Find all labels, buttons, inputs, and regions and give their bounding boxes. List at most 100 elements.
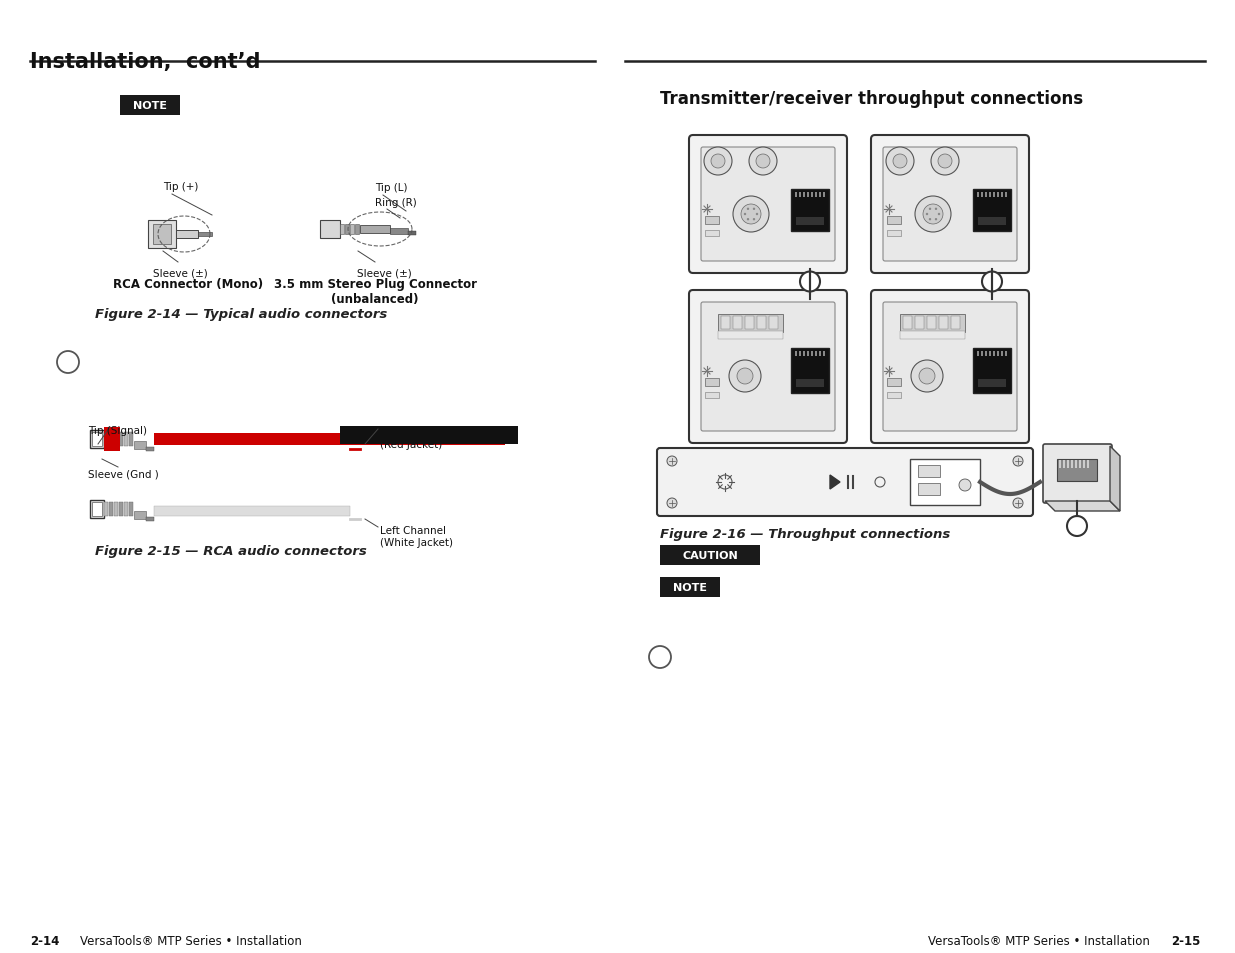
Circle shape xyxy=(756,213,758,216)
Bar xyxy=(705,216,719,225)
Circle shape xyxy=(937,213,940,216)
Bar xyxy=(997,352,999,356)
Bar xyxy=(390,229,408,234)
Bar xyxy=(114,502,119,517)
Bar xyxy=(1002,193,1003,198)
Bar xyxy=(1071,460,1073,469)
FancyBboxPatch shape xyxy=(883,303,1016,432)
Bar xyxy=(1087,460,1089,469)
Circle shape xyxy=(1013,456,1023,467)
Bar xyxy=(973,349,1011,394)
Circle shape xyxy=(743,213,746,216)
Circle shape xyxy=(931,148,960,175)
Bar xyxy=(887,393,902,398)
Bar xyxy=(718,332,783,339)
Text: Sleeve (±): Sleeve (±) xyxy=(153,268,207,277)
Text: Figure 2-14 — Typical audio connectors: Figure 2-14 — Typical audio connectors xyxy=(95,308,388,320)
FancyBboxPatch shape xyxy=(689,136,847,274)
Bar xyxy=(790,349,829,394)
Bar xyxy=(823,352,825,356)
Bar xyxy=(910,459,981,505)
Bar xyxy=(350,225,354,234)
Text: NOTE: NOTE xyxy=(133,101,167,111)
Bar xyxy=(1058,460,1061,469)
Bar xyxy=(345,225,350,234)
Bar xyxy=(359,226,390,233)
Circle shape xyxy=(1013,498,1023,509)
Bar xyxy=(124,433,128,447)
Circle shape xyxy=(935,219,937,221)
Bar xyxy=(91,502,103,517)
Bar xyxy=(1067,460,1070,469)
Bar xyxy=(745,316,755,330)
FancyBboxPatch shape xyxy=(701,148,835,262)
Bar xyxy=(90,500,104,518)
Bar xyxy=(927,316,936,330)
Bar xyxy=(718,314,783,333)
Bar xyxy=(119,433,124,447)
FancyBboxPatch shape xyxy=(689,291,847,443)
Circle shape xyxy=(939,154,952,169)
Text: Ring (R): Ring (R) xyxy=(375,198,416,208)
Bar xyxy=(153,225,170,245)
Bar xyxy=(769,316,778,330)
Bar xyxy=(887,231,902,236)
FancyBboxPatch shape xyxy=(701,303,835,432)
Bar xyxy=(109,502,112,517)
Text: RCA Connector (Mono): RCA Connector (Mono) xyxy=(112,277,263,291)
Text: VersaTools® MTP Series • Installation: VersaTools® MTP Series • Installation xyxy=(929,934,1150,947)
Bar xyxy=(734,316,742,330)
Bar xyxy=(135,441,146,450)
Bar xyxy=(146,448,154,452)
Bar xyxy=(989,352,990,356)
Polygon shape xyxy=(1110,447,1120,512)
Bar xyxy=(799,193,802,198)
Circle shape xyxy=(911,360,944,393)
Bar xyxy=(91,433,103,447)
FancyBboxPatch shape xyxy=(883,148,1016,262)
Bar xyxy=(819,193,821,198)
Bar xyxy=(104,433,107,447)
Bar xyxy=(350,434,505,446)
Bar xyxy=(198,233,212,236)
Circle shape xyxy=(747,219,750,221)
Bar xyxy=(114,433,119,447)
Bar xyxy=(811,193,813,198)
Circle shape xyxy=(734,196,769,233)
Circle shape xyxy=(923,205,944,225)
Circle shape xyxy=(800,273,820,293)
Text: 2-15: 2-15 xyxy=(1171,934,1200,947)
Bar xyxy=(900,314,965,333)
Text: Tip (+): Tip (+) xyxy=(163,182,199,192)
Circle shape xyxy=(929,209,931,211)
Bar xyxy=(705,378,719,387)
Bar xyxy=(124,502,128,517)
Circle shape xyxy=(929,219,931,221)
Bar xyxy=(757,316,766,330)
Bar xyxy=(1002,352,1003,356)
Circle shape xyxy=(935,209,937,211)
Circle shape xyxy=(729,360,761,393)
Bar xyxy=(918,483,940,496)
Circle shape xyxy=(737,369,753,385)
Bar xyxy=(128,502,133,517)
Circle shape xyxy=(756,154,769,169)
Bar xyxy=(915,316,924,330)
Bar xyxy=(973,190,1011,232)
Bar xyxy=(806,193,809,198)
Bar xyxy=(997,193,999,198)
Bar xyxy=(177,231,198,239)
Bar xyxy=(795,352,797,356)
Bar xyxy=(811,352,813,356)
Text: Tip (L): Tip (L) xyxy=(375,183,408,193)
Bar xyxy=(989,193,990,198)
Circle shape xyxy=(704,148,732,175)
Bar xyxy=(797,218,824,226)
Bar xyxy=(795,193,797,198)
Bar xyxy=(977,193,979,198)
Bar xyxy=(659,545,760,565)
Circle shape xyxy=(753,209,755,211)
Bar xyxy=(148,221,177,249)
Bar xyxy=(128,433,133,447)
Bar xyxy=(340,225,345,234)
